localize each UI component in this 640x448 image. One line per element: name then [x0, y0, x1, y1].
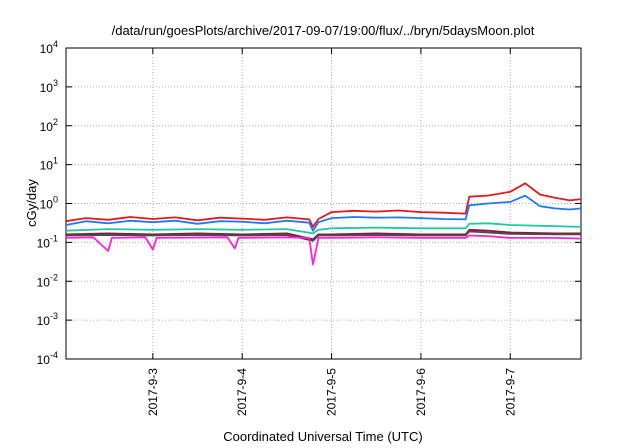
x-tick-label: 2017-9-3 — [146, 368, 160, 416]
y-tick-label: 104 — [40, 39, 58, 56]
series-line — [65, 228, 581, 241]
grid — [66, 47, 581, 360]
y-tick-label: 10-1 — [37, 233, 58, 250]
series-line — [65, 230, 581, 242]
plot-frame — [65, 47, 582, 360]
x-tick-label: 2017-9-4 — [235, 368, 249, 416]
y-tick-label: 10-3 — [37, 311, 58, 328]
y-tick-label: 100 — [40, 195, 58, 212]
series-line — [65, 222, 582, 235]
y-tick-label: 10-4 — [37, 350, 58, 367]
series-line — [65, 182, 582, 228]
x-axis-label: Coordinated Universal Time (UTC) — [223, 429, 422, 444]
x-tick-label: 2017-9-7 — [503, 368, 517, 416]
y-tick-label: 10-2 — [37, 272, 58, 289]
series-line — [65, 194, 582, 232]
x-tick-label: 2017-9-5 — [325, 368, 339, 416]
y-tick-label: 101 — [40, 156, 58, 173]
series-line — [65, 234, 582, 266]
x-tick-label: 2017-9-6 — [414, 368, 428, 416]
y-tick-label: 103 — [40, 78, 58, 95]
series-lines — [65, 182, 582, 266]
y-tick-label: 102 — [40, 117, 58, 134]
x-axis: 2017-9-3 2017-9-4 2017-9-5 2017-9-6 2017-9-7 — [146, 48, 517, 416]
y-axis-label: cGy/day — [24, 179, 39, 227]
chart-title: /data/run/goesPlots/archive/2017-09-07/1… — [112, 23, 535, 38]
